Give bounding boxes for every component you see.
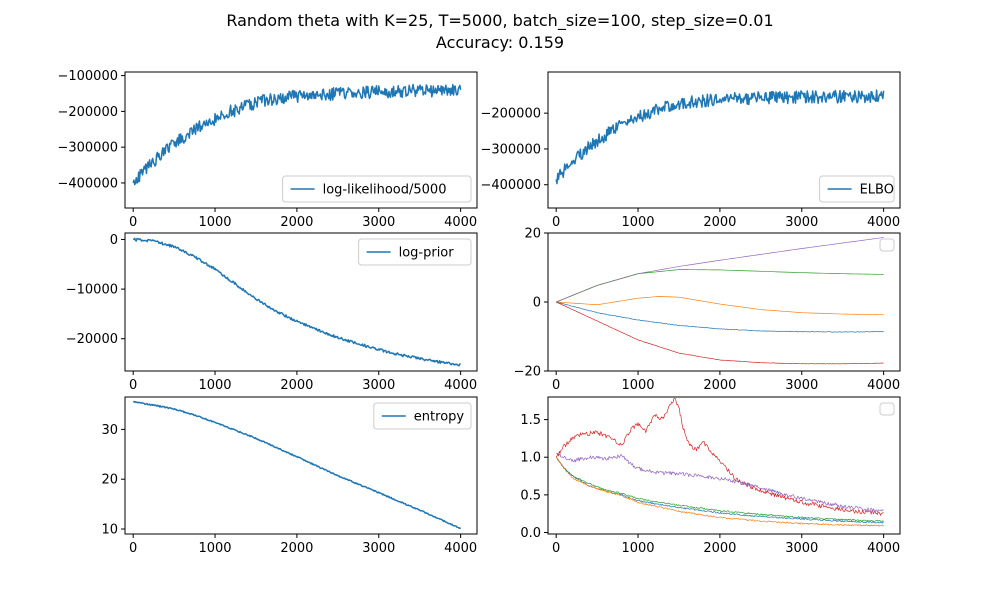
- stds-axes-frame: [547, 396, 901, 535]
- logprior-xtick-label-1: 1000: [198, 378, 231, 393]
- means-ytick-label-1: 0: [533, 296, 541, 311]
- entropy-axes-frame: [124, 396, 478, 535]
- elbo-series-line-0: [555, 89, 885, 185]
- loglik-xtick-label-3: 3000: [362, 215, 395, 230]
- entropy-legend-label-0: entropy: [414, 410, 465, 425]
- stds-xtick-label-4: 4000: [867, 541, 900, 556]
- means-legend-box: [879, 238, 895, 252]
- entropy-xtick-label-0: 0: [129, 541, 137, 556]
- means-series-line-4: [556, 301, 884, 333]
- logprior-xtick-label-2: 2000: [280, 378, 313, 393]
- entropy-xtick-label-4: 4000: [444, 541, 477, 556]
- loglik-xtick-label-4: 4000: [444, 215, 477, 230]
- elbo-ytick-label-0: −400000: [480, 178, 541, 193]
- stds-xtick-label-3: 3000: [785, 541, 818, 556]
- means-ytick-label-0: −20: [514, 365, 541, 380]
- loglik-xtick-label-2: 2000: [280, 215, 313, 230]
- loglik-series-line-0: [132, 83, 462, 186]
- stds-ytick-label-2: 1.0: [520, 451, 541, 466]
- logprior-xtick-label-4: 4000: [444, 378, 477, 393]
- means-series-line-2: [556, 273, 639, 303]
- elbo-legend-box: [819, 175, 895, 203]
- means-xtick-label-1: 1000: [621, 378, 654, 393]
- loglik-ytick-label-0: −400000: [57, 176, 118, 191]
- loglik-xtick-label-1: 1000: [198, 215, 231, 230]
- entropy-legend-box: [373, 402, 472, 430]
- means-xtick-label-3: 3000: [785, 378, 818, 393]
- logprior-series-group: [132, 237, 461, 367]
- figure-title-line2: Accuracy: 0.159: [436, 33, 564, 52]
- subplot-means: 0 1000 2000 3000 4000 −20 0 20: [514, 227, 901, 393]
- stds-series-line-1: [556, 453, 884, 513]
- logprior-series-line-0: [132, 237, 461, 367]
- means-series-line-5: [556, 301, 884, 365]
- logprior-xtick-label-0: 0: [129, 378, 137, 393]
- means-series-group: [556, 237, 884, 365]
- subplot-stds: 0 1000 2000 3000 4000 0.0 0.5 1.0 1.5: [520, 396, 901, 556]
- logprior-ytick-label-2: 0: [110, 233, 118, 248]
- means-series-line-3: [556, 296, 884, 316]
- subplot-logprior: 0 1000 2000 3000 4000 −20000 −10000 0 log-prior: [66, 232, 478, 393]
- stds-series-line-0: [555, 398, 884, 516]
- stds-ytick-label-1: 0.5: [520, 488, 541, 503]
- entropy-xtick-label-3: 3000: [362, 541, 395, 556]
- loglik-legend-label-0: log-likelihood/5000: [323, 183, 447, 198]
- stds-xtick-label-1: 1000: [621, 541, 654, 556]
- elbo-xtick-label-3: 3000: [785, 215, 818, 230]
- elbo-axes-frame: [547, 71, 901, 209]
- logprior-legend-label-0: log-prior: [399, 246, 455, 261]
- logprior-legend-box: [358, 238, 472, 266]
- logprior-xtick-label-3: 3000: [362, 378, 395, 393]
- loglik-ytick-label-3: −100000: [57, 69, 118, 84]
- elbo-series-group: [555, 89, 885, 185]
- means-xtick-label-0: 0: [552, 378, 560, 393]
- entropy-xtick-label-2: 2000: [280, 541, 313, 556]
- means-ytick-label-2: 20: [524, 227, 541, 242]
- elbo-ytick-label-2: −200000: [480, 107, 541, 122]
- elbo-xtick-label-1: 1000: [621, 215, 654, 230]
- figure-title-line1: Random theta with K=25, T=5000, batch_si…: [226, 11, 773, 31]
- loglik-legend-box: [282, 175, 472, 203]
- elbo-ytick-label-1: −300000: [480, 142, 541, 157]
- entropy-ytick-label-0: 10: [101, 523, 118, 538]
- stds-legend-box: [879, 402, 895, 416]
- stds-series-group: [555, 398, 884, 527]
- entropy-xtick-label-1: 1000: [198, 541, 231, 556]
- subplot-elbo: 0 1000 2000 3000 4000 −400000 −300000 −200000 EL…: [480, 71, 901, 230]
- entropy-series-group: [133, 400, 462, 530]
- elbo-xtick-label-4: 4000: [867, 215, 900, 230]
- entropy-ytick-label-1: 20: [101, 473, 118, 488]
- elbo-xtick-label-2: 2000: [703, 215, 736, 230]
- logprior-ytick-label-0: −20000: [66, 332, 118, 347]
- stds-series-line-4: [555, 456, 884, 527]
- means-xtick-label-2: 2000: [703, 378, 736, 393]
- loglik-xtick-label-0: 0: [129, 215, 137, 230]
- loglik-ytick-label-2: −200000: [57, 105, 118, 120]
- loglik-axes-frame: [124, 71, 478, 209]
- entropy-ytick-label-2: 30: [101, 423, 118, 438]
- stds-ytick-label-3: 1.5: [520, 413, 541, 428]
- elbo-legend-label-0: ELBO: [860, 183, 894, 198]
- stds-xtick-label-2: 2000: [703, 541, 736, 556]
- entropy-series-line-0: [133, 400, 462, 530]
- subplot-loglik: 0 1000 2000 3000 4000 −400000 −300000 −200000 −1…: [57, 69, 478, 230]
- elbo-xtick-label-0: 0: [552, 215, 560, 230]
- loglik-series-group: [132, 83, 462, 186]
- loglik-ytick-label-1: −300000: [57, 141, 118, 156]
- logprior-ytick-label-1: −10000: [66, 283, 118, 298]
- subplot-entropy: 0 1000 2000 3000 4000 10 20 30 entropy: [101, 396, 478, 556]
- stds-xtick-label-0: 0: [552, 541, 560, 556]
- stds-ytick-label-0: 0.0: [520, 526, 541, 541]
- means-xtick-label-4: 4000: [867, 378, 900, 393]
- stds-series-line-2: [555, 456, 884, 522]
- logprior-axes-frame: [124, 232, 478, 372]
